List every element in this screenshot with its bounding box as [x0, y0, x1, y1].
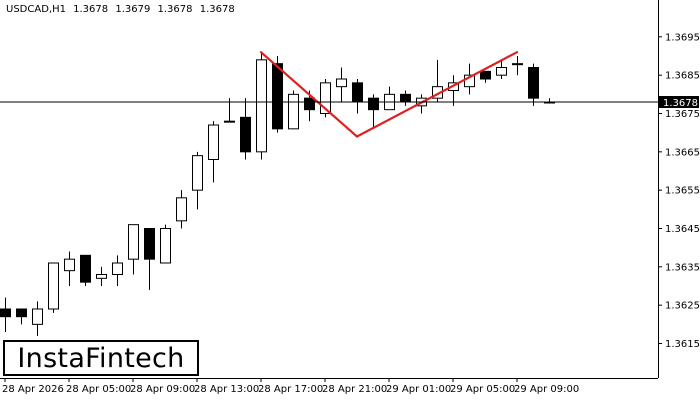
pattern-lines-group: [259, 51, 519, 138]
candle: [96, 266, 107, 286]
candle-body-bullish: [208, 124, 219, 160]
candle-body-bearish: [144, 228, 155, 260]
candle-body-bullish: [320, 82, 331, 115]
candle: [320, 79, 331, 118]
candle: [80, 254, 91, 286]
y-tick-label: 1.3645: [665, 224, 700, 235]
candle-body-bearish: [0, 308, 11, 318]
double-top-line: [355, 51, 519, 138]
brand-logo: InstaFintech: [3, 340, 199, 376]
candle-body-bullish: [288, 93, 299, 130]
candle-body-bullish: [192, 155, 203, 191]
candle-body-bullish: [256, 59, 267, 153]
candle-body-bearish: [304, 97, 315, 111]
candle-body-bullish: [64, 258, 75, 272]
candle-body-bullish: [160, 228, 171, 264]
candle-body-bearish: [400, 93, 411, 103]
candle-body-bearish: [80, 254, 91, 283]
open-value: 1.3678: [73, 4, 109, 15]
candle-body-bullish: [128, 224, 139, 260]
candle-body-bullish: [112, 262, 123, 275]
candle-body-bullish: [32, 308, 43, 325]
x-tick-label: 29 Apr 01:00: [386, 384, 451, 395]
candle: [160, 224, 171, 264]
x-tick-label: 28 Apr 17:00: [258, 384, 323, 395]
x-tick-label: 29 Apr 05:00: [450, 384, 515, 395]
candle-body-bearish: [240, 116, 251, 153]
candle: [16, 308, 27, 325]
y-tick-label: 1.3625: [665, 301, 700, 312]
chart-header: USDCAD,H1 1.3678 1.3679 1.3678 1.3678: [6, 4, 239, 15]
y-tick-label: 1.3615: [665, 339, 700, 350]
candle-body-bullish: [496, 67, 507, 76]
candle: [32, 301, 43, 336]
candle-body-bearish: [272, 63, 283, 130]
candle: [192, 151, 203, 210]
candle: [48, 262, 59, 313]
candle-body-bearish: [480, 70, 491, 80]
candle-body-bearish: [528, 67, 539, 99]
y-tick-label: 1.3635: [665, 262, 700, 273]
candle: [176, 190, 187, 229]
axes-group: [0, 0, 659, 379]
price-tag-bg: [659, 96, 699, 108]
candle: [512, 56, 523, 76]
candle: [496, 59, 507, 79]
x-tick-label: 29 Apr 09:00: [514, 384, 579, 395]
x-tick-label: 28 Apr 21:00: [322, 384, 387, 395]
x-tick-label: 28 Apr 13:00: [194, 384, 259, 395]
price-tag-group: 1.3678: [659, 96, 699, 109]
candle-body-bearish: [16, 308, 27, 318]
candle: [208, 121, 219, 183]
y-tick-label: 1.3655: [665, 186, 700, 197]
x-tick-label: 28 Apr 05:00: [66, 384, 131, 395]
candle-body-bullish: [96, 274, 107, 279]
candle: [0, 297, 11, 332]
x-tick-label: 28 Apr 09:00: [130, 384, 195, 395]
candle: [528, 63, 539, 106]
candle: [272, 56, 283, 133]
candle-body-bullish: [512, 63, 523, 66]
double-top-line: [259, 51, 359, 138]
candle-body-bullish: [224, 120, 235, 123]
candle-body-bearish: [368, 97, 379, 111]
candle: [112, 255, 123, 286]
candle-body-bullish: [336, 78, 347, 88]
candle-body-bearish: [352, 82, 363, 103]
candle: [288, 90, 299, 130]
y-tick-label: 1.3675: [665, 109, 700, 120]
candle: [144, 228, 155, 290]
y-tick-label: 1.3695: [665, 32, 700, 43]
logo-text: InstaFintech: [17, 342, 185, 374]
y-tick-label: 1.3665: [665, 147, 700, 158]
candle-body-bullish: [176, 197, 187, 222]
y-tick-label: 1.3685: [665, 71, 700, 82]
candle: [256, 52, 267, 160]
low-value: 1.3678: [157, 4, 193, 15]
candle: [64, 251, 75, 286]
candle: [368, 94, 379, 129]
candle: [480, 70, 491, 83]
candle-body-bullish: [48, 262, 59, 310]
x-tick-label: 28 Apr 2026: [2, 384, 64, 395]
candle: [240, 98, 251, 160]
candle: [336, 67, 347, 102]
symbol-label: USDCAD,H1: [6, 4, 66, 15]
y-axis-ticks: 1.3695 1.3685 1.3675 1.3665 1.3655 1.3645 1.36…: [658, 32, 700, 350]
close-value: 1.3678: [199, 4, 235, 15]
candle: [128, 224, 139, 275]
high-value: 1.3679: [115, 4, 151, 15]
price-tag-label: 1.3678: [663, 98, 698, 109]
